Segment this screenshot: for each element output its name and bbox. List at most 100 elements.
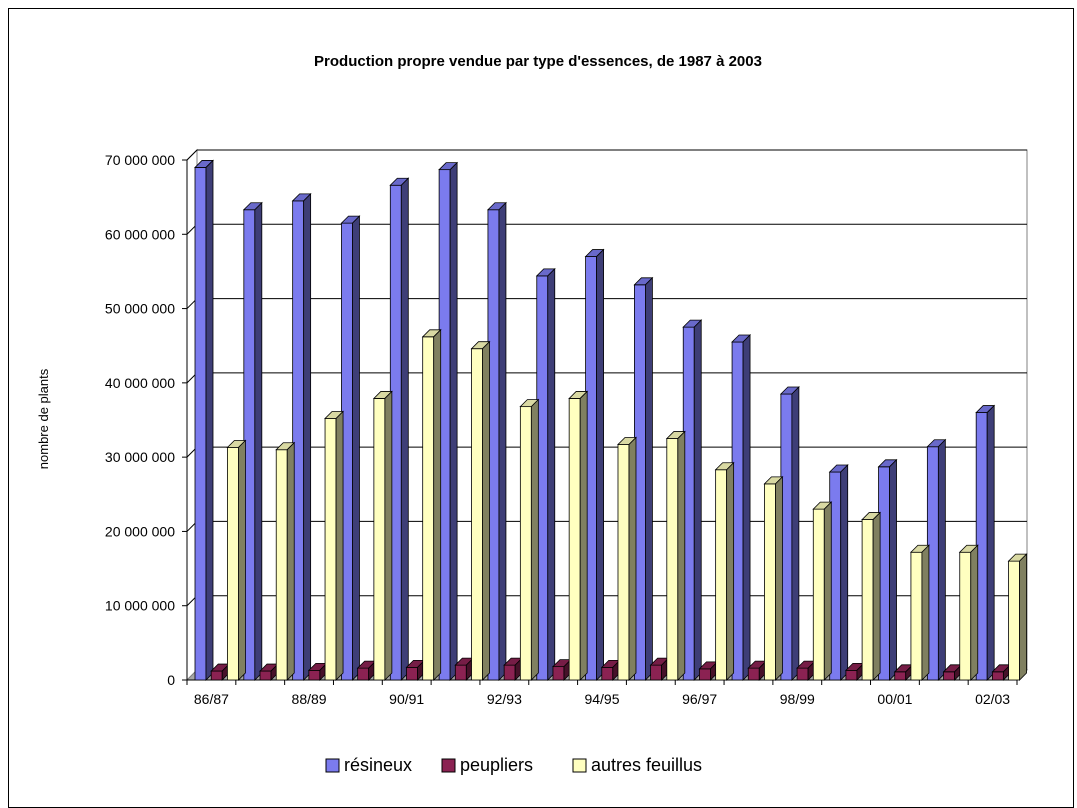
bar-front — [617, 444, 630, 681]
bar-autres-feuillus — [714, 461, 735, 681]
bar-front — [226, 447, 239, 681]
bar-résineux — [438, 161, 459, 681]
bar-autres-feuillus — [324, 410, 345, 681]
bar-front — [357, 667, 370, 681]
bar-side — [840, 464, 849, 681]
legend-swatch — [441, 758, 456, 773]
bar-front — [503, 664, 516, 681]
bar-résineux — [486, 201, 507, 681]
y-axis-label: nombre de plants — [36, 368, 51, 469]
chart-title: Production propre vendue par type d'esse… — [314, 53, 762, 70]
bar-autres-feuillus — [617, 436, 637, 681]
bar-front — [1008, 560, 1020, 681]
bar-front — [471, 348, 483, 681]
bar-side — [254, 201, 263, 681]
bar-autres-feuillus — [665, 430, 686, 681]
bar-résineux — [828, 464, 849, 681]
bar-side — [433, 328, 442, 681]
bar-front — [259, 670, 272, 681]
x-tick-label: 02/03 — [975, 691, 1010, 707]
bar-front — [194, 167, 207, 681]
y-tick-label: 10 000 000 — [105, 598, 175, 614]
bar-résineux — [340, 215, 361, 681]
bar-autres-feuillus — [226, 439, 247, 681]
bar-autres-feuillus — [519, 398, 540, 681]
x-tick-label: 96/97 — [682, 691, 717, 707]
bar-front — [308, 669, 321, 681]
plot-area: 0 10 000 000 20 000 000 30 000 000 40 000 00… — [105, 148, 1029, 707]
bar-résineux — [975, 404, 996, 681]
bar-autres-feuillus — [1007, 553, 1028, 681]
bar-résineux — [535, 267, 556, 681]
bar-side — [889, 458, 897, 681]
x-tick-label: 88/89 — [292, 691, 327, 707]
bar-autres-feuillus — [958, 544, 979, 681]
bar-front — [764, 483, 776, 681]
bar-front — [422, 336, 435, 681]
y-tick-label: 70 000 000 — [105, 152, 175, 168]
legend-swatch — [325, 758, 340, 773]
bar-side — [530, 398, 539, 681]
bar-side — [579, 390, 588, 681]
bar-autres-feuillus — [421, 328, 442, 681]
bar-side — [286, 441, 295, 681]
bar-side — [335, 410, 344, 681]
bar-autres-feuillus — [275, 441, 296, 681]
legend-label: peupliers — [460, 755, 533, 775]
bar-side — [237, 439, 246, 681]
bar-front — [910, 551, 923, 681]
bar-side — [1019, 553, 1027, 681]
bar-front — [373, 398, 386, 681]
bar-résineux — [389, 177, 410, 681]
bar-side — [303, 192, 312, 681]
bar-résineux — [194, 159, 214, 681]
bar-front — [943, 671, 955, 681]
bar-front — [861, 519, 874, 681]
bar-résineux — [242, 201, 263, 681]
bar-résineux — [291, 192, 312, 681]
bar-front — [519, 406, 532, 681]
bar-front — [406, 666, 418, 681]
plot-back-wall — [196, 149, 1028, 671]
bar-résineux — [731, 334, 752, 681]
bar-résineux — [926, 438, 947, 681]
legend: résineux peupliers autres feuillus — [325, 755, 702, 775]
bar-side — [937, 438, 946, 681]
y-tick-label: 30 000 000 — [105, 449, 175, 465]
gridline — [186, 149, 1027, 161]
bar-side — [498, 201, 507, 681]
y-tick-label: 60 000 000 — [105, 226, 175, 242]
bar-side — [677, 430, 686, 681]
bar-résineux — [633, 276, 654, 681]
bar-side — [970, 544, 979, 681]
x-tick-label: 00/01 — [877, 691, 912, 707]
legend-label: autres feuillus — [591, 755, 702, 775]
x-tick-label: 94/95 — [584, 691, 619, 707]
bar-front — [812, 508, 825, 681]
bar-side — [547, 267, 556, 681]
bar-side — [823, 501, 832, 681]
bar-front — [454, 664, 467, 681]
bar-front — [324, 418, 337, 681]
bar-front — [552, 666, 565, 681]
bar-side — [645, 276, 653, 681]
bar-autres-feuillus — [763, 475, 784, 681]
bar-side — [775, 475, 783, 681]
bar-front — [715, 469, 728, 681]
bar-front — [601, 666, 614, 681]
bar-side — [693, 319, 702, 681]
bar-side — [726, 461, 735, 681]
bar-side — [628, 436, 637, 681]
bar-side — [400, 177, 409, 681]
bar-autres-feuillus — [372, 390, 393, 681]
x-tick-label: 90/91 — [389, 691, 424, 707]
bar-front — [666, 438, 679, 681]
bar-front — [991, 671, 1004, 681]
bar-side — [384, 390, 393, 681]
bar-side — [791, 386, 800, 681]
x-tick-label: 92/93 — [487, 691, 522, 707]
bar-side — [742, 334, 751, 681]
bar-front — [959, 551, 972, 681]
y-tick-label: 50 000 000 — [105, 301, 175, 317]
